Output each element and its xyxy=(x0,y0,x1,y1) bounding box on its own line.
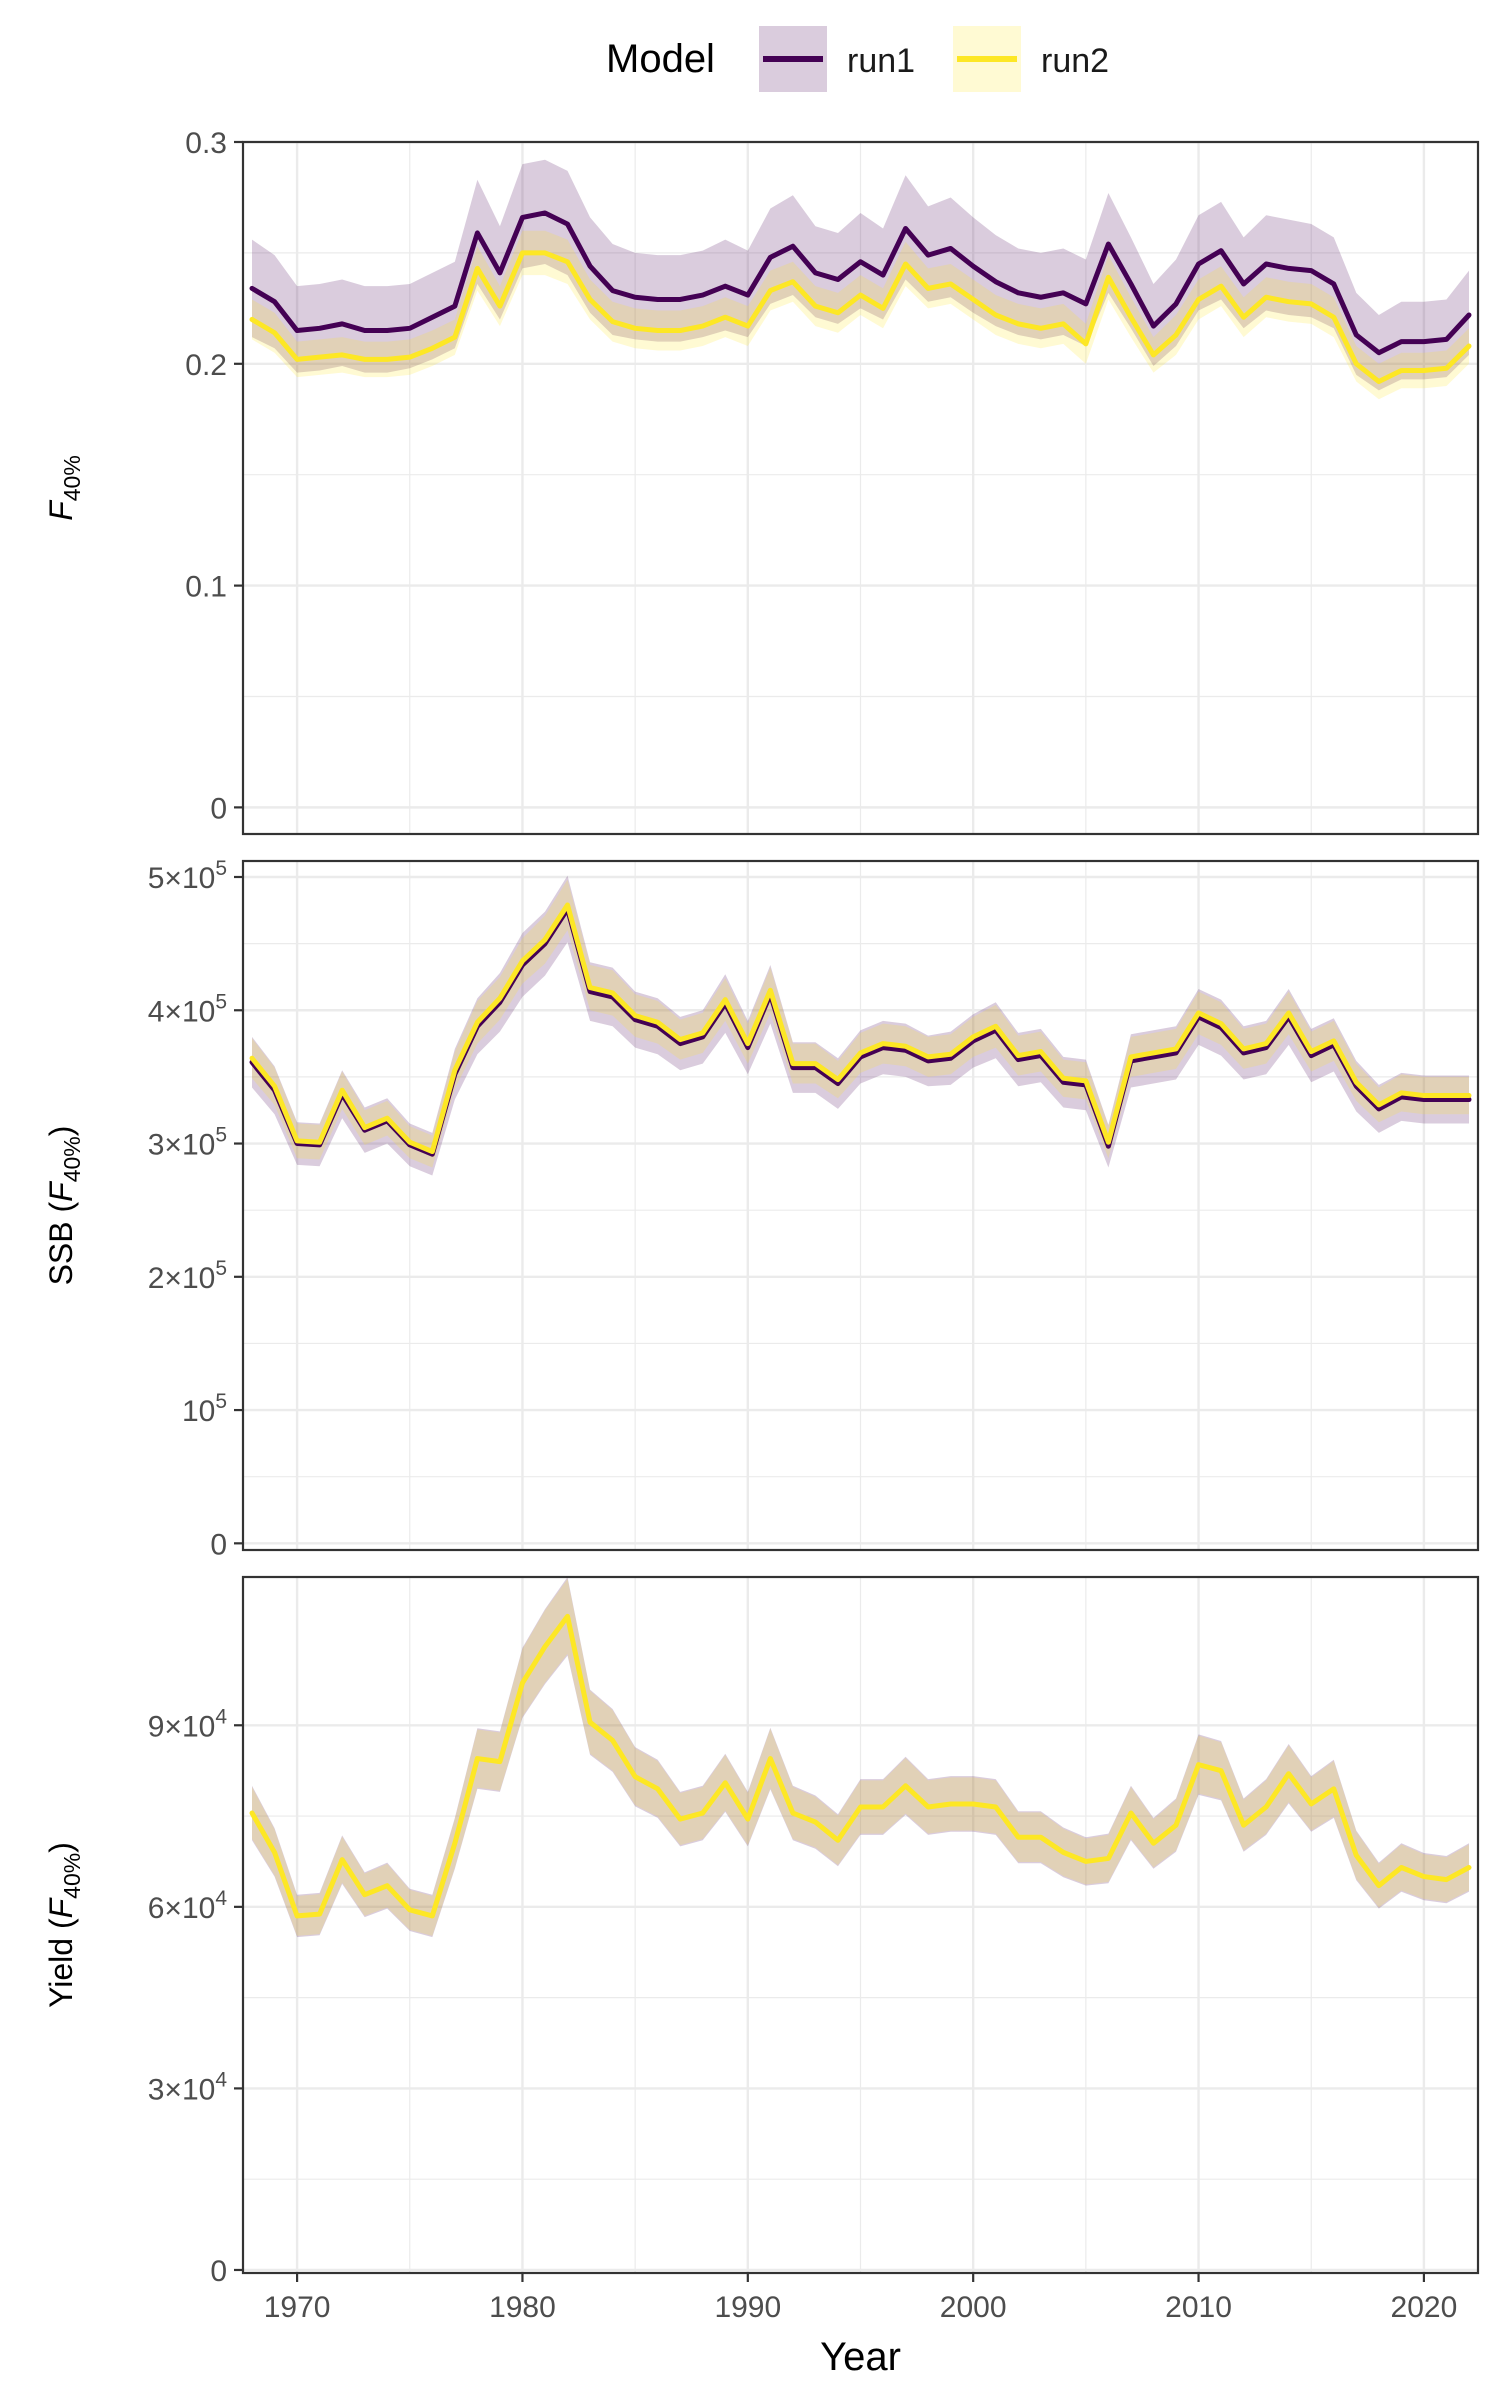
panel-border xyxy=(241,859,1480,1552)
y-tick-label: 0 xyxy=(210,1528,227,1561)
legend-label-run2: run2 xyxy=(1041,42,1109,80)
y-tick-label: 6×104 xyxy=(148,1887,228,1925)
y-tick-label: 0.2 xyxy=(185,349,227,382)
y-axis-title: Yield (F40%) xyxy=(43,1842,85,2008)
y-axis-title: F40% xyxy=(43,455,85,521)
ribbon-run2 xyxy=(252,879,1469,1168)
panel-border xyxy=(241,140,1480,836)
legend-title: Model xyxy=(606,37,715,81)
y-tick-label: 0 xyxy=(210,792,227,825)
line-run2 xyxy=(249,902,1472,1155)
panel-f40: 0 0.1 0.2 0.3 F40% xyxy=(43,127,1480,836)
x-tick-label: 1990 xyxy=(714,2291,781,2324)
legend: Model run1 run2 xyxy=(606,26,1109,92)
line-run2 xyxy=(249,1613,1472,1919)
y-tick-label: 3×105 xyxy=(148,1124,227,1162)
x-tick-label: 2010 xyxy=(1165,2291,1232,2324)
y-tick-label: 0 xyxy=(210,2255,227,2288)
x-tick-label: 2020 xyxy=(1391,2291,1458,2324)
x-tick-label: 2000 xyxy=(940,2291,1007,2324)
x-axis-title: Year xyxy=(820,2335,901,2379)
x-tick-label: 1980 xyxy=(489,2291,556,2324)
panel-ssb: 0 105 2×105 3×105 4×105 5×105 SSB (F40%) xyxy=(43,857,1480,1561)
y-tick-label: 5×105 xyxy=(148,857,227,895)
ribbon-run1 xyxy=(252,875,1469,1176)
y-axis-title: SSB (F40%) xyxy=(43,1126,85,1286)
ribbon-run2 xyxy=(252,230,1469,400)
y-tick-label: 2×105 xyxy=(148,1257,227,1295)
y-tick-label: 0.3 xyxy=(185,127,227,160)
ribbon-run1 xyxy=(252,1577,1469,1938)
x-tick-label: 1970 xyxy=(264,2291,331,2324)
line-run2 xyxy=(249,250,1472,385)
y-tick-label: 4×105 xyxy=(148,990,227,1028)
y-tick-label: 9×104 xyxy=(148,1705,228,1743)
y-tick-label: 105 xyxy=(182,1390,227,1428)
y-tick-label: 3×104 xyxy=(148,2068,228,2106)
y-tick-label: 0.1 xyxy=(185,571,227,604)
panel-yield: 0 3×104 6×104 9×104 1970 1980 1990 2000 2010 2020… xyxy=(43,1575,1480,2379)
legend-label-run1: run1 xyxy=(847,42,915,80)
line-run1 xyxy=(249,210,1472,356)
panel-border xyxy=(241,1575,1480,2275)
ribbon-run2 xyxy=(252,1578,1469,1936)
